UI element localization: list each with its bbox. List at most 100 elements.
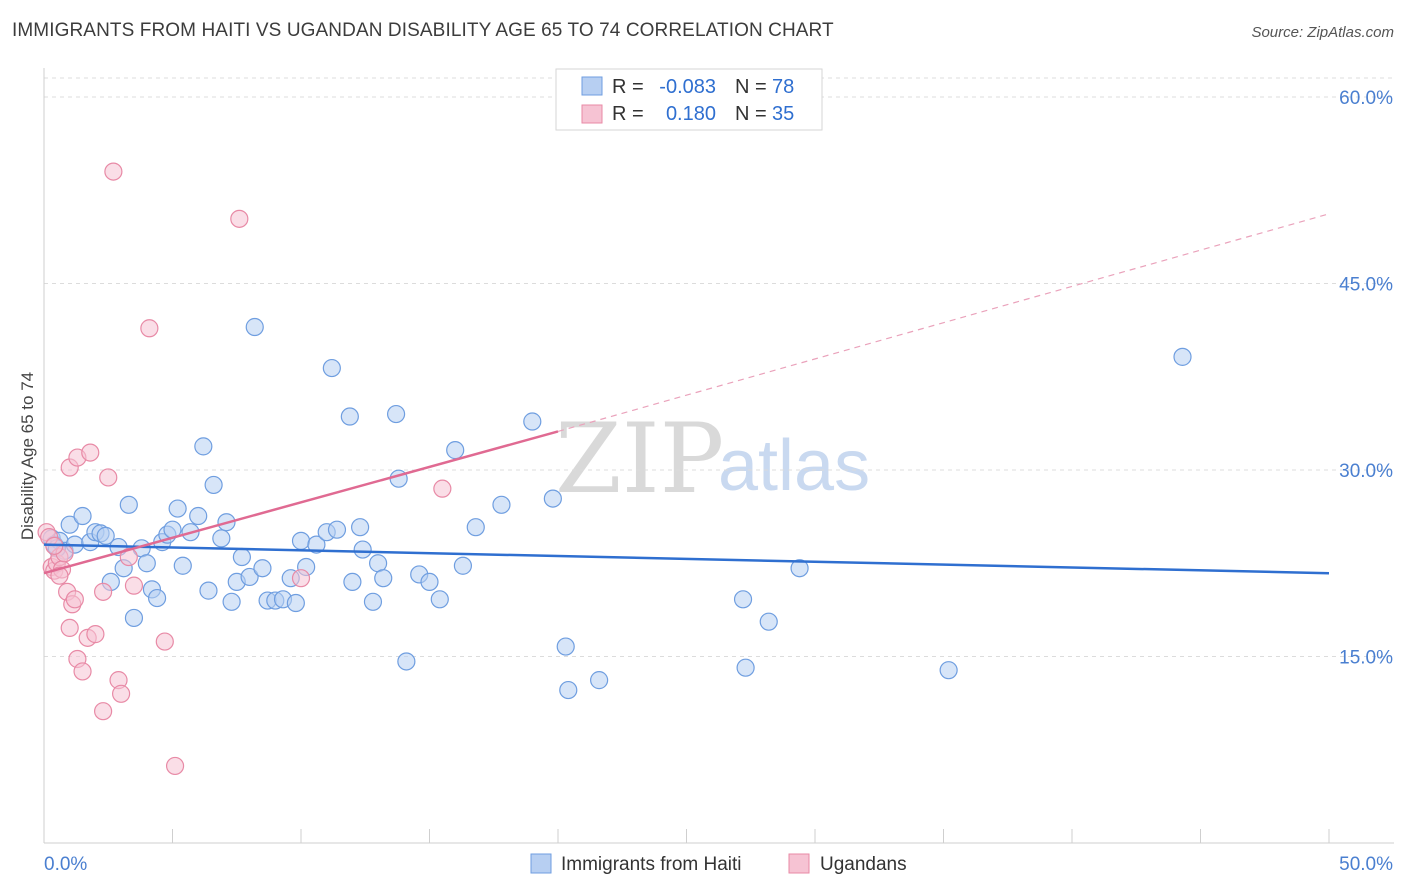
point-haiti: [212, 529, 231, 548]
y-tick-label: 45.0%: [1339, 275, 1393, 296]
point-haiti: [222, 592, 241, 611]
y-tick-labels: 15.0% 30.0% 45.0% 60.0%: [1339, 88, 1393, 669]
point-haiti: [759, 612, 778, 631]
point-ugandans: [86, 625, 105, 644]
point-ugandans: [291, 569, 311, 588]
point-ugandans: [81, 443, 100, 462]
legend-r-value-haiti: -0.083: [659, 76, 716, 98]
point-haiti: [60, 515, 79, 534]
trend-lines: [43, 213, 1330, 575]
point-ugandans: [94, 582, 113, 601]
point-haiti: [232, 547, 251, 567]
point-ugandans: [230, 209, 249, 228]
point-ugandans: [73, 662, 92, 681]
point-ugandans: [104, 162, 123, 181]
point-haiti: [453, 556, 473, 575]
point-ugandans: [94, 702, 113, 721]
point-haiti: [736, 658, 755, 677]
point-haiti: [939, 661, 958, 680]
x-tick-labels: 0.0% 50.0%: [44, 854, 1393, 875]
data-points: [37, 162, 1192, 776]
point-haiti: [1173, 347, 1192, 366]
point-haiti: [307, 535, 326, 554]
chart-source: Source: ZipAtlas.com: [1251, 24, 1394, 41]
point-ugandans: [155, 632, 174, 651]
point-haiti: [240, 567, 259, 587]
point-haiti: [353, 540, 372, 559]
point-haiti: [340, 407, 359, 426]
point-haiti: [189, 506, 208, 526]
point-ugandans: [433, 479, 452, 498]
point-haiti: [397, 652, 416, 671]
point-haiti: [492, 495, 511, 514]
point-haiti: [194, 437, 213, 456]
point-haiti: [173, 556, 192, 575]
point-haiti: [430, 590, 449, 609]
legend-n-value-ugandans: 35: [772, 103, 794, 125]
point-haiti: [543, 489, 562, 508]
point-haiti: [119, 495, 138, 514]
point-haiti: [351, 518, 370, 537]
trend-line-haiti: [43, 543, 1330, 575]
point-haiti: [559, 680, 578, 700]
point-ugandans: [60, 618, 79, 638]
point-haiti: [327, 520, 347, 539]
y-tick-label: 60.0%: [1339, 88, 1393, 109]
point-haiti: [124, 608, 144, 628]
point-haiti: [73, 506, 92, 526]
y-tick-label: 15.0%: [1339, 648, 1393, 669]
chart-title: IMMIGRANTS FROM HAITI VS UGANDAN DISABIL…: [12, 20, 834, 41]
legend-r-label-haiti: R =: [612, 76, 644, 98]
trend-line-ugandans-extrapolated: [557, 213, 1330, 433]
point-haiti: [446, 441, 465, 460]
watermark-atlas: atlas: [718, 426, 870, 506]
axes: [43, 68, 1394, 844]
point-haiti: [286, 593, 305, 613]
point-haiti: [96, 526, 115, 545]
watermark-zip: ZIP: [555, 403, 724, 515]
point-haiti: [556, 637, 575, 656]
point-haiti: [137, 554, 156, 573]
y-tick-label: 30.0%: [1339, 461, 1393, 482]
legend-r-label-ugandans: R =: [612, 103, 644, 125]
point-haiti: [420, 572, 439, 592]
legend-n-label-haiti: N =: [735, 76, 767, 98]
point-haiti: [204, 475, 223, 495]
point-haiti: [253, 559, 272, 578]
point-ugandans: [50, 566, 69, 585]
point-haiti: [199, 581, 218, 600]
stats-legend: R = -0.083 N = 78 R = 0.180 N = 35: [555, 68, 823, 131]
trend-line-ugandans: [43, 430, 559, 575]
legend-n-label-ugandans: N =: [735, 103, 767, 125]
point-haiti: [291, 531, 311, 550]
series-swatch-ugandans: [788, 853, 810, 874]
series-label-ugandans: Ugandans: [820, 854, 907, 875]
point-ugandans: [99, 468, 118, 487]
legend-swatch-haiti: [581, 76, 603, 96]
legend-swatch-ugandans: [581, 104, 603, 124]
legend-n-value-haiti: 78: [772, 76, 794, 98]
point-haiti: [322, 358, 341, 378]
point-haiti: [343, 572, 362, 592]
point-haiti: [245, 317, 264, 337]
point-haiti: [168, 499, 187, 518]
point-haiti: [790, 559, 809, 578]
point-haiti: [466, 518, 485, 537]
point-ugandans: [140, 319, 159, 338]
point-ugandans: [65, 590, 84, 609]
series-label-haiti: Immigrants from Haiti: [561, 854, 742, 875]
point-haiti: [147, 588, 167, 608]
point-haiti: [386, 404, 406, 424]
point-ugandans: [111, 684, 131, 703]
point-ugandans: [124, 576, 144, 595]
y-axis-label: Disability Age 65 to 74: [18, 372, 37, 540]
x-tick-label-max: 50.0%: [1339, 854, 1393, 875]
point-ugandans: [165, 756, 185, 776]
point-haiti: [590, 671, 609, 690]
series-legend: Immigrants from Haiti Ugandans: [530, 853, 907, 875]
legend-r-value-ugandans: 0.180: [666, 103, 716, 125]
x-tick-label-min: 0.0%: [44, 854, 87, 875]
point-haiti: [363, 592, 383, 611]
point-haiti: [374, 569, 393, 588]
